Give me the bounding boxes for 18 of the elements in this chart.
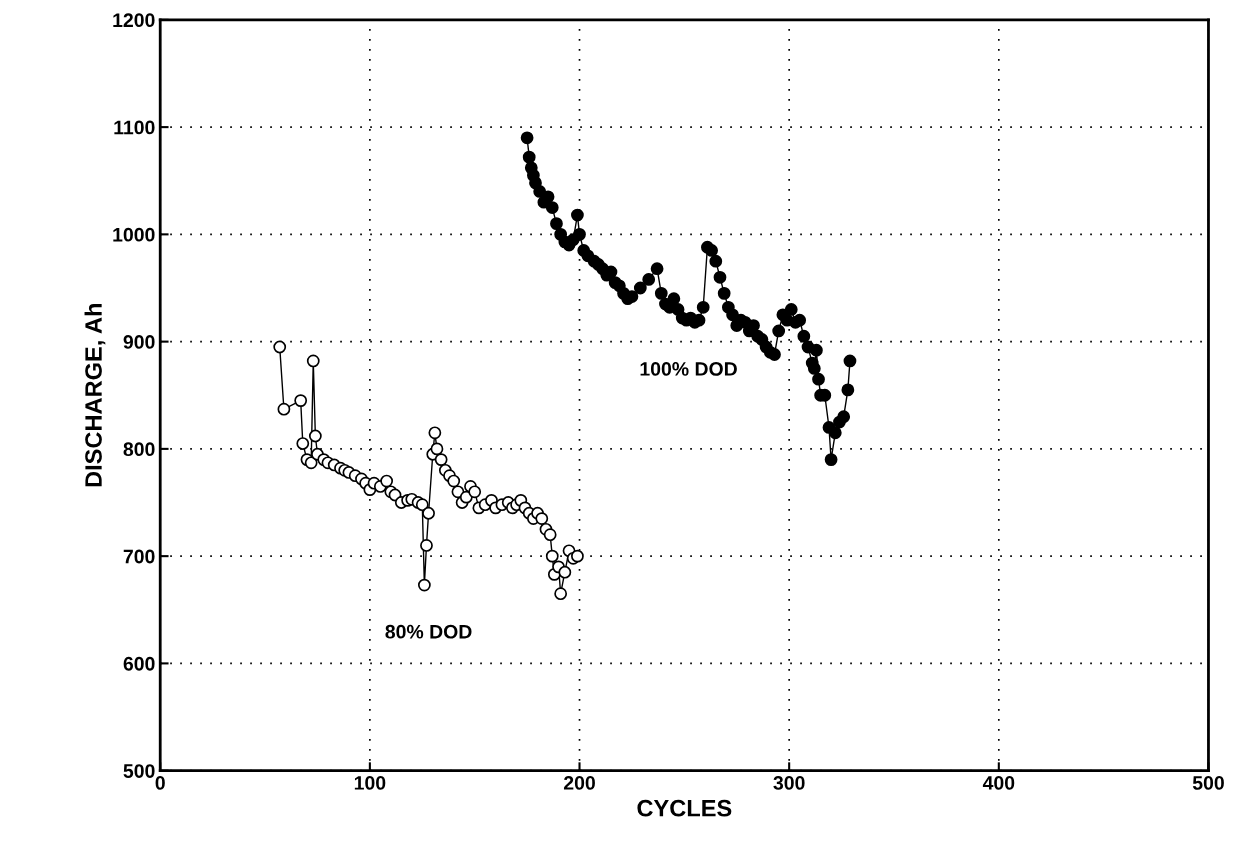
y-tick-label: 900 bbox=[123, 335, 155, 349]
y-tick-label: 700 bbox=[123, 549, 155, 564]
series-label: 100% DOD bbox=[640, 362, 737, 376]
x-tick-label: 500 bbox=[1192, 776, 1224, 790]
y-axis-title: DISCHARGE, Ah bbox=[84, 304, 106, 487]
y-tick-label: 1100 bbox=[114, 120, 155, 135]
y-tick-label: 1200 bbox=[113, 13, 155, 28]
y-tick-label: 800 bbox=[123, 442, 155, 457]
x-tick-label: 300 bbox=[773, 776, 805, 790]
y-tick-label: 1000 bbox=[113, 227, 155, 242]
text: 80% DOD bbox=[385, 624, 472, 639]
x-tick-label: 100 bbox=[354, 776, 386, 790]
x-axis-title: CYCLES bbox=[637, 799, 732, 817]
x-tick-label: 0 bbox=[155, 776, 165, 790]
x-tick-label: 400 bbox=[982, 776, 1015, 790]
x-tick-label: 200 bbox=[563, 776, 595, 790]
y-tick-label: 500 bbox=[123, 764, 155, 778]
y-tick-label: 600 bbox=[123, 656, 155, 671]
